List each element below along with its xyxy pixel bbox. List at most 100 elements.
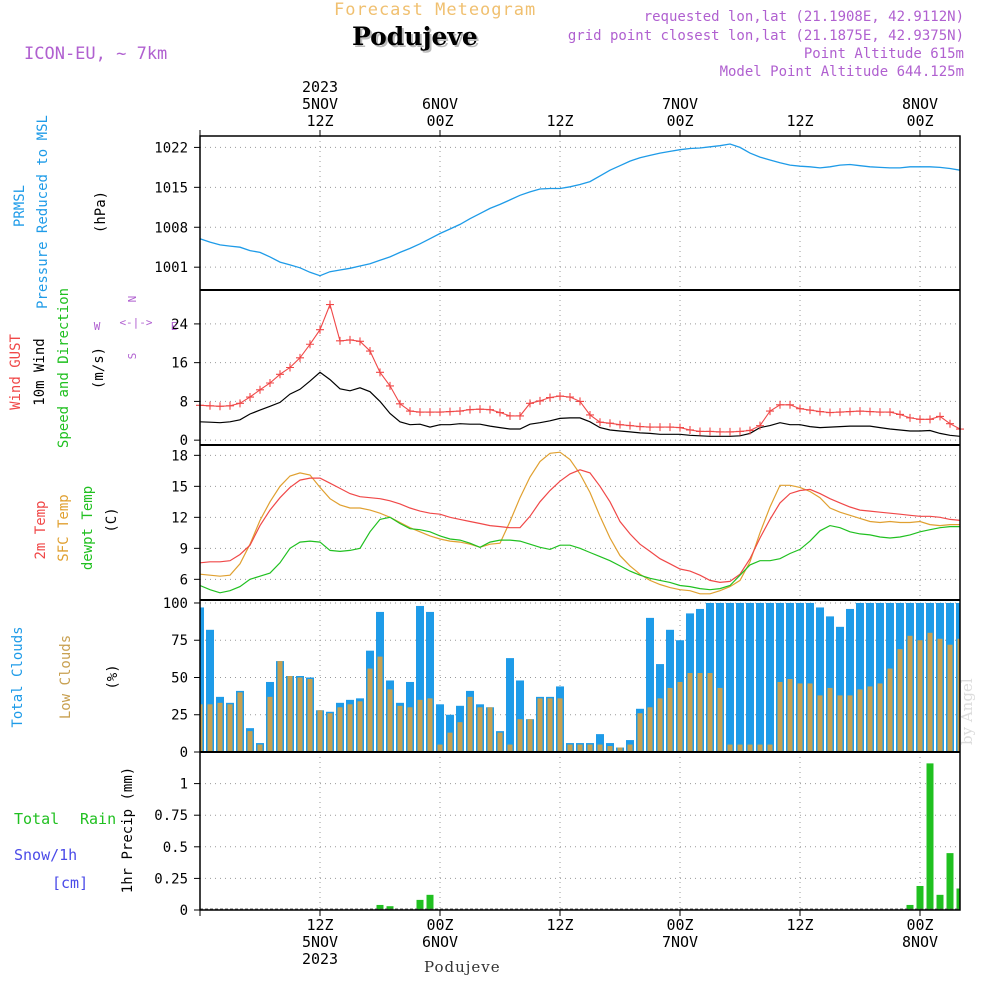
precip-bar [936,894,944,910]
cloud-total-bar [200,607,204,752]
wind-gust-point [696,427,704,436]
time-label-top: 12Z [306,112,333,130]
wind-gust-point [356,337,364,346]
footer-location: Podujeve [424,958,501,976]
wind-gust-point [216,402,224,411]
cloud-low-bar [617,747,623,752]
wind-gust-point [856,407,864,416]
time-label-top: 00Z [906,112,933,130]
time-label-bottom: 12Z [786,916,813,934]
y-tick-label: 0.25 [154,871,188,887]
pressure-units: (hPa) [93,191,109,233]
time-label-top: 00Z [666,112,693,130]
wind-gust-point [256,385,264,394]
cloud-low-bar [777,681,783,752]
cloud-low-bar [747,744,753,752]
snow-units: [cm] [52,874,88,892]
cloud-low-bar [407,707,413,752]
plot-background [200,136,960,910]
wind-gust-point [656,423,664,432]
wind-gust-point [816,407,824,416]
wind-gust-point [896,410,904,419]
time-label-bottom: 8NOV [902,933,938,951]
cloud-total-bar [856,602,864,752]
wind-gust-point [246,393,254,402]
y-tick-label: 8 [180,394,188,410]
cloud-low-label: Low Clouds [58,635,74,719]
cloud-low-bar [257,744,263,752]
cloud-total-bar [206,629,214,752]
cloud-total-bar [766,602,774,752]
wind-gust-point [286,363,294,372]
cloud-low-bar [587,744,593,752]
cloud-total-bar [736,602,744,752]
cloud-total-bar [436,704,444,752]
requested-coords: requested lon,lat (21.1908E, 42.9112N) [643,9,964,25]
y-tick-label: 1015 [154,180,188,196]
time-label-bottom: 5NOV [302,933,338,951]
cloud-low-bar [487,707,493,752]
wind-gust-point [456,407,464,416]
cloud-low-bar [857,689,863,752]
wind-gust-point [226,401,234,410]
cloud-low-bar [867,686,873,752]
cloud-low-bar [347,704,353,752]
time-label-top: 2023 [302,78,338,96]
cloud-total-bar [776,602,784,752]
cloud-low-bar [787,678,793,752]
cloud-total-bar [726,602,734,752]
wind-gust-point [886,408,894,417]
wind-gust-point [546,393,554,402]
wind-gust-point [486,405,494,414]
cloud-low-bar [367,668,373,752]
wind-gust-point [476,405,484,414]
time-label-bottom: 00Z [906,916,933,934]
precip-bar [956,888,960,910]
y-tick-label: 100 [163,596,188,612]
wind-gust-point [636,422,644,431]
cloud-low-bar [377,656,383,752]
time-label-top: 00Z [426,112,453,130]
cloud-low-bar [887,668,893,752]
cloud-low-bar [757,744,763,752]
cloud-low-bar [297,677,303,752]
cloud-total-bar [516,680,524,752]
cloud-low-bar [807,683,813,752]
snow-label: Snow/1h [14,846,77,864]
cloud-total-bar [646,617,654,752]
y-tick-label: 0 [180,745,188,761]
precip-bar [906,904,914,910]
wind-gust-point [876,408,884,417]
cloud-low-bar [637,713,643,752]
time-label-top: 12Z [546,112,573,130]
cloud-low-bar [327,713,333,752]
y-tick-label: 24 [171,317,188,333]
cloud-low-bar [567,744,573,752]
cloud-low-bar [227,704,233,752]
y-tick-label: 0.5 [163,840,188,856]
wind-gust-point [866,407,874,416]
wind-gust-point [616,420,624,429]
wind-gust-point [516,411,524,420]
cloud-total-bar [426,611,434,752]
wind-gust-point [596,418,604,427]
cloud-low-bar [547,698,553,752]
cloud-units: (%) [105,664,121,689]
precip-bar [926,763,934,910]
cloud-total-bar [786,602,794,752]
time-label-bottom: 00Z [666,916,693,934]
wind-gust-point [946,419,954,428]
page-title: Podujeve [352,22,478,51]
precip-bar [376,904,384,910]
rain-label-rain: Rain [80,810,116,828]
cloud-total-bar [596,734,604,752]
pressure-label-short: PRMSL [12,185,28,227]
watermark: by Angel [958,678,976,745]
wind-gust-point [496,408,504,417]
cloud-low-bar [507,744,513,752]
cloud-total-bar [866,602,874,752]
temp-units: (C) [104,507,120,532]
time-label-top: 12Z [786,112,813,130]
y-tick-label: 15 [171,479,188,495]
cloud-low-bar [277,661,283,752]
